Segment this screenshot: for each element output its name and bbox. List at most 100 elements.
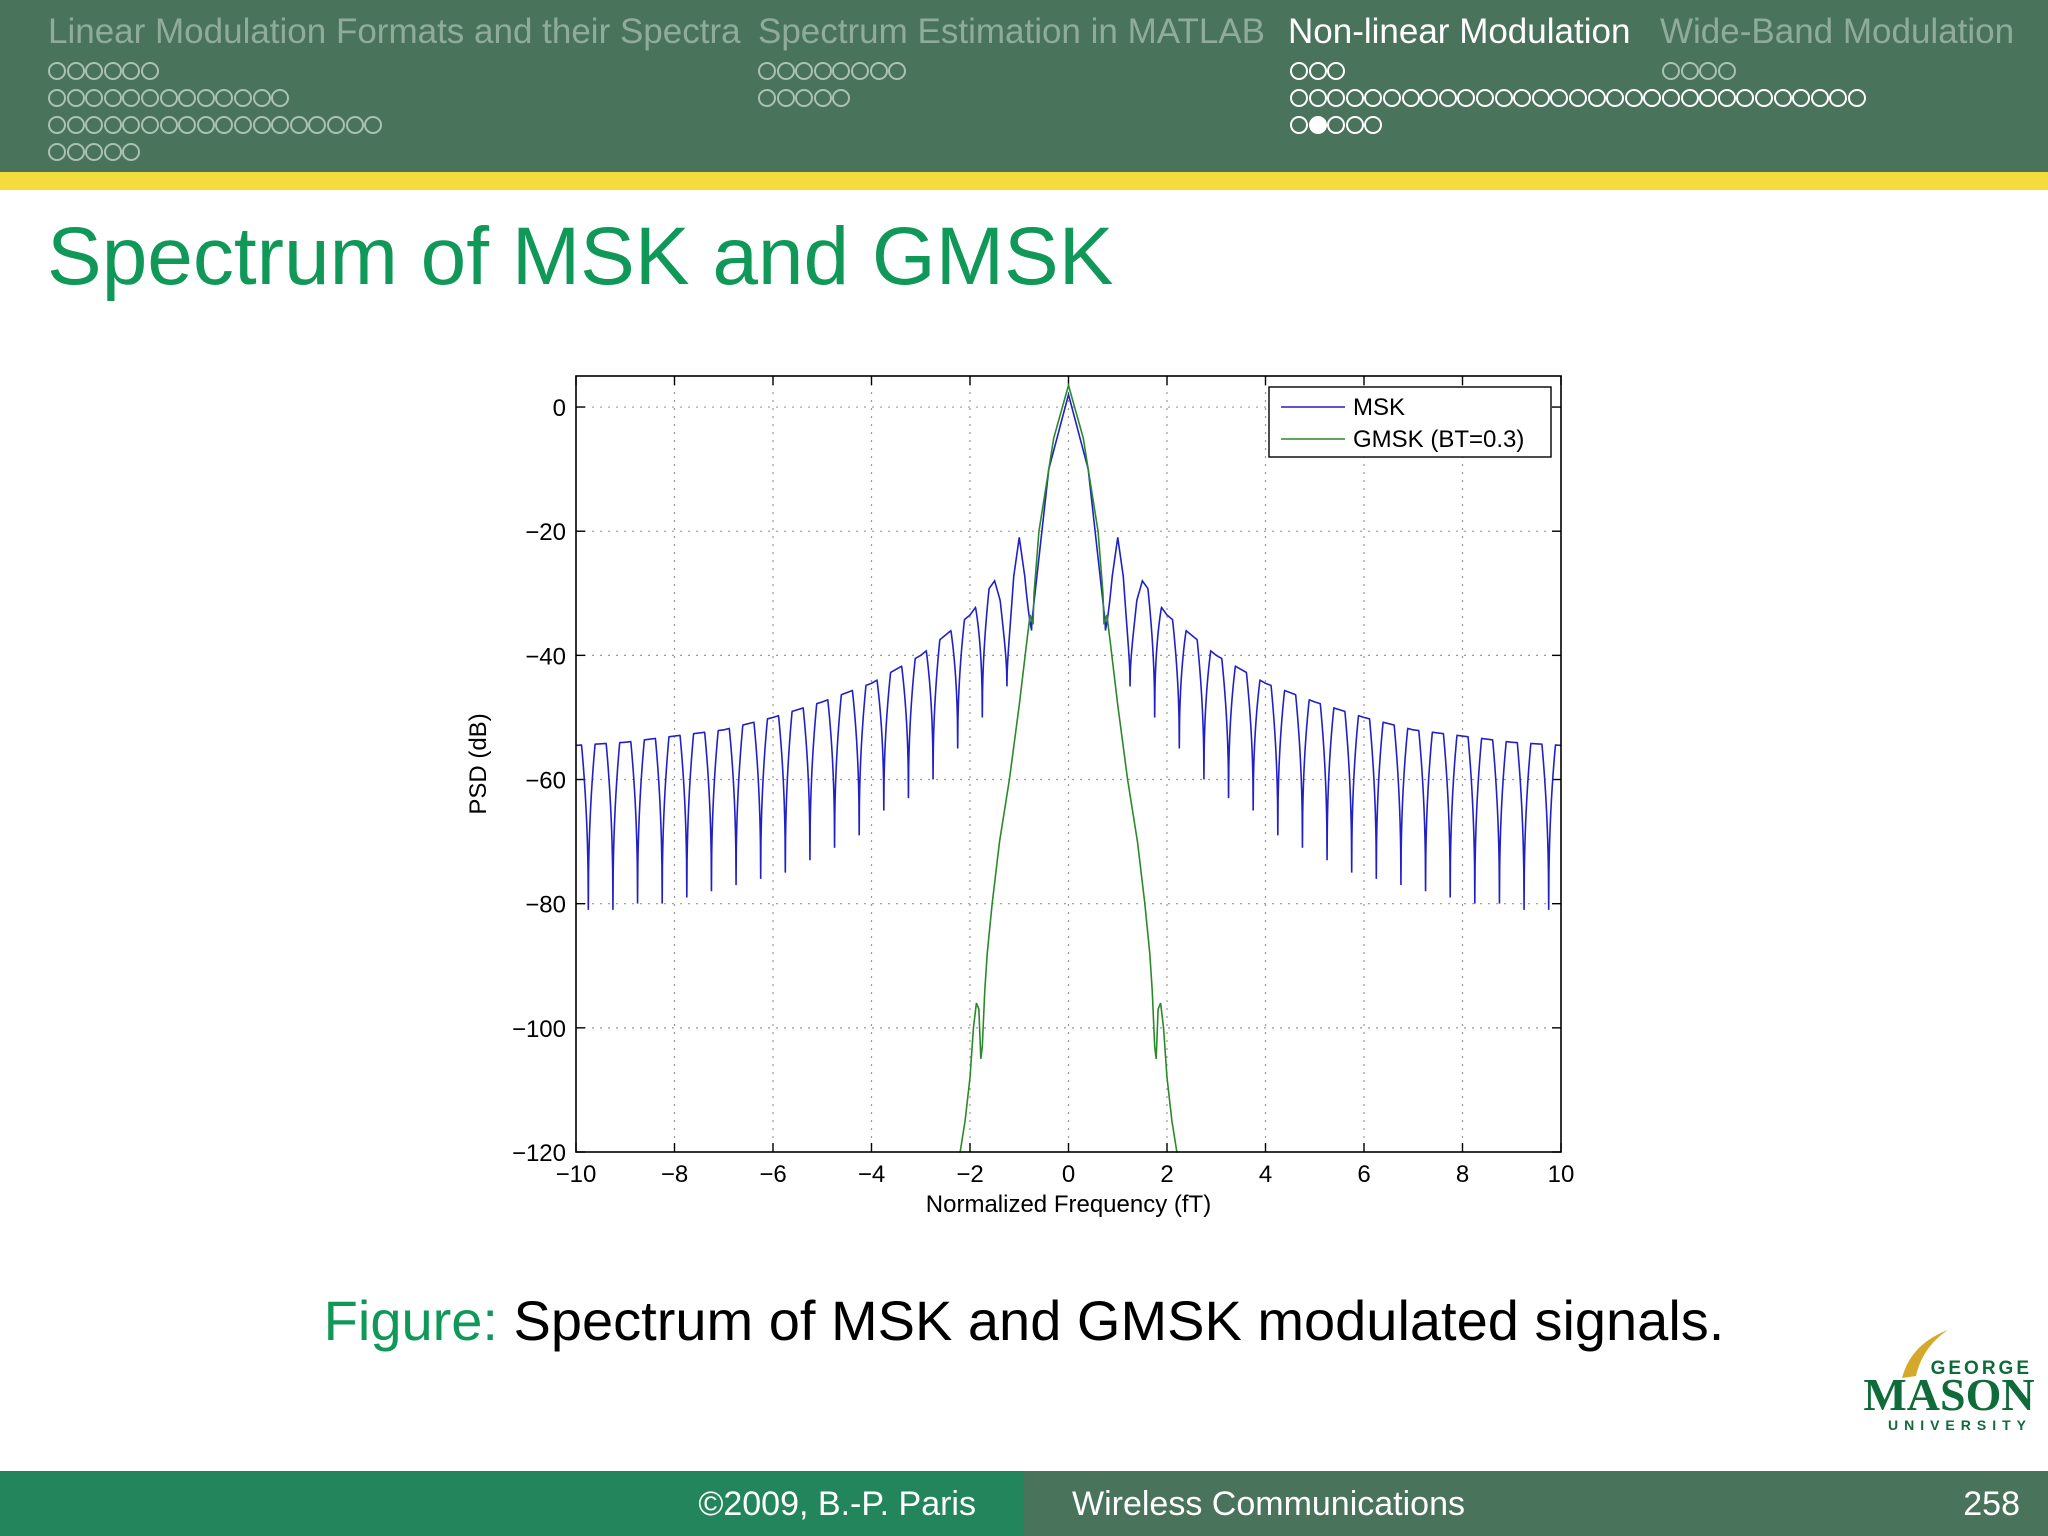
frame-dot[interactable]: [1476, 89, 1494, 107]
frame-dot[interactable]: [289, 116, 308, 134]
frame-dot[interactable]: [48, 89, 66, 107]
section-link-3[interactable]: Non-linear Modulation: [1288, 12, 1631, 51]
frame-dot[interactable]: [1308, 62, 1327, 80]
frame-dot[interactable]: [141, 89, 159, 107]
frame-dot[interactable]: [215, 116, 234, 134]
frame-dot[interactable]: [85, 143, 104, 161]
frame-dot[interactable]: [159, 116, 178, 134]
frame-dot[interactable]: [345, 116, 364, 134]
frame-dot[interactable]: [1717, 62, 1736, 80]
frame-dot[interactable]: [813, 89, 832, 107]
frame-dot[interactable]: [1531, 89, 1550, 107]
frame-dot[interactable]: [1383, 89, 1401, 107]
frame-dot[interactable]: [141, 62, 159, 80]
frame-dot[interactable]: [1345, 116, 1364, 134]
frame-dot[interactable]: [178, 89, 197, 107]
frame-dot[interactable]: [869, 62, 888, 80]
frame-dot[interactable]: [1401, 89, 1420, 107]
frame-dot[interactable]: [122, 89, 141, 107]
frame-dot[interactable]: [1569, 89, 1587, 107]
frame-dot[interactable]: [122, 143, 141, 161]
frame-dot[interactable]: [1829, 89, 1848, 107]
frame-dot[interactable]: [1364, 116, 1383, 134]
frame-dot[interactable]: [48, 62, 66, 80]
frame-dot[interactable]: [832, 89, 851, 107]
frame-dot[interactable]: [1587, 89, 1606, 107]
frame-dot[interactable]: [1810, 89, 1829, 107]
frame-dot[interactable]: [1327, 116, 1346, 134]
frame-dot[interactable]: [1290, 62, 1308, 80]
frame-dot[interactable]: [234, 116, 252, 134]
frame-dot[interactable]: [795, 62, 814, 80]
frame-dot[interactable]: [196, 89, 215, 107]
frame-dot[interactable]: [1513, 89, 1532, 107]
frame-dot[interactable]: [66, 116, 85, 134]
frame-dot[interactable]: [1699, 62, 1718, 80]
frame-dot[interactable]: [1773, 89, 1792, 107]
frame-dot[interactable]: [178, 116, 197, 134]
frame-dot[interactable]: [1624, 89, 1643, 107]
frame-dot[interactable]: [103, 143, 122, 161]
frame-dot[interactable]: [215, 89, 234, 107]
frame-dot[interactable]: [795, 89, 814, 107]
frame-dot[interactable]: [776, 89, 795, 107]
frame-dot[interactable]: [1327, 62, 1346, 80]
frame-dot[interactable]: [1680, 62, 1699, 80]
frame-dot[interactable]: [1457, 89, 1476, 107]
frame-dot[interactable]: [122, 116, 141, 134]
frame-dot[interactable]: [1345, 89, 1364, 107]
frame-dot[interactable]: [196, 116, 215, 134]
frame-dot[interactable]: [252, 89, 271, 107]
frame-dot[interactable]: [66, 62, 85, 80]
frame-dot[interactable]: [327, 116, 345, 134]
frame-dot[interactable]: [1662, 62, 1680, 80]
frame-dot[interactable]: [159, 89, 178, 107]
frame-dot[interactable]: [758, 62, 776, 80]
frame-dot[interactable]: [85, 116, 104, 134]
frame-dot[interactable]: [1662, 89, 1680, 107]
section-link-2[interactable]: Spectrum Estimation in MATLAB: [758, 12, 1266, 51]
frame-dot[interactable]: [1717, 89, 1736, 107]
frame-dot[interactable]: [66, 89, 85, 107]
frame-dot[interactable]: [1699, 89, 1718, 107]
frame-dot[interactable]: [103, 62, 122, 80]
frame-dot[interactable]: [103, 116, 122, 134]
frame-dot[interactable]: [1680, 89, 1699, 107]
frame-dot[interactable]: [103, 89, 122, 107]
frame-dot[interactable]: [252, 116, 271, 134]
frame-dot[interactable]: [308, 116, 327, 134]
frame-dot[interactable]: [1438, 89, 1457, 107]
frame-dot[interactable]: [1420, 89, 1439, 107]
frame-dot[interactable]: [776, 62, 795, 80]
frame-dot[interactable]: [48, 143, 66, 161]
frame-dot[interactable]: [1494, 89, 1513, 107]
frame-dot[interactable]: [1290, 89, 1308, 107]
frame-dot[interactable]: [1550, 89, 1569, 107]
section-link-4[interactable]: Wide-Band Modulation: [1660, 12, 2015, 51]
frame-dot[interactable]: [758, 89, 776, 107]
frame-dot[interactable]: [1755, 89, 1773, 107]
frame-dot[interactable]: [271, 89, 290, 107]
frame-dot[interactable]: [364, 116, 383, 134]
frame-dot[interactable]: [85, 62, 104, 80]
frame-dot[interactable]: [1643, 89, 1662, 107]
frame-dot[interactable]: [66, 143, 85, 161]
frame-dot[interactable]: [48, 116, 66, 134]
frame-dot[interactable]: [1327, 89, 1346, 107]
frame-dot[interactable]: [122, 62, 141, 80]
frame-dot[interactable]: [1606, 89, 1625, 107]
frame-dot[interactable]: [832, 62, 851, 80]
frame-dot[interactable]: [1792, 89, 1811, 107]
frame-dot[interactable]: [1736, 89, 1755, 107]
frame-dot[interactable]: [813, 62, 832, 80]
frame-dot[interactable]: [851, 62, 869, 80]
frame-dot[interactable]: [271, 116, 290, 134]
frame-dot[interactable]: [1290, 116, 1308, 134]
frame-dot[interactable]: [1364, 89, 1383, 107]
frame-dot[interactable]: [888, 62, 907, 80]
frame-dot[interactable]: [234, 89, 252, 107]
current-frame-dot[interactable]: [1308, 116, 1327, 134]
frame-dot[interactable]: [141, 116, 159, 134]
section-link-1[interactable]: Linear Modulation Formats and their Spec…: [48, 12, 741, 51]
frame-dot[interactable]: [85, 89, 104, 107]
